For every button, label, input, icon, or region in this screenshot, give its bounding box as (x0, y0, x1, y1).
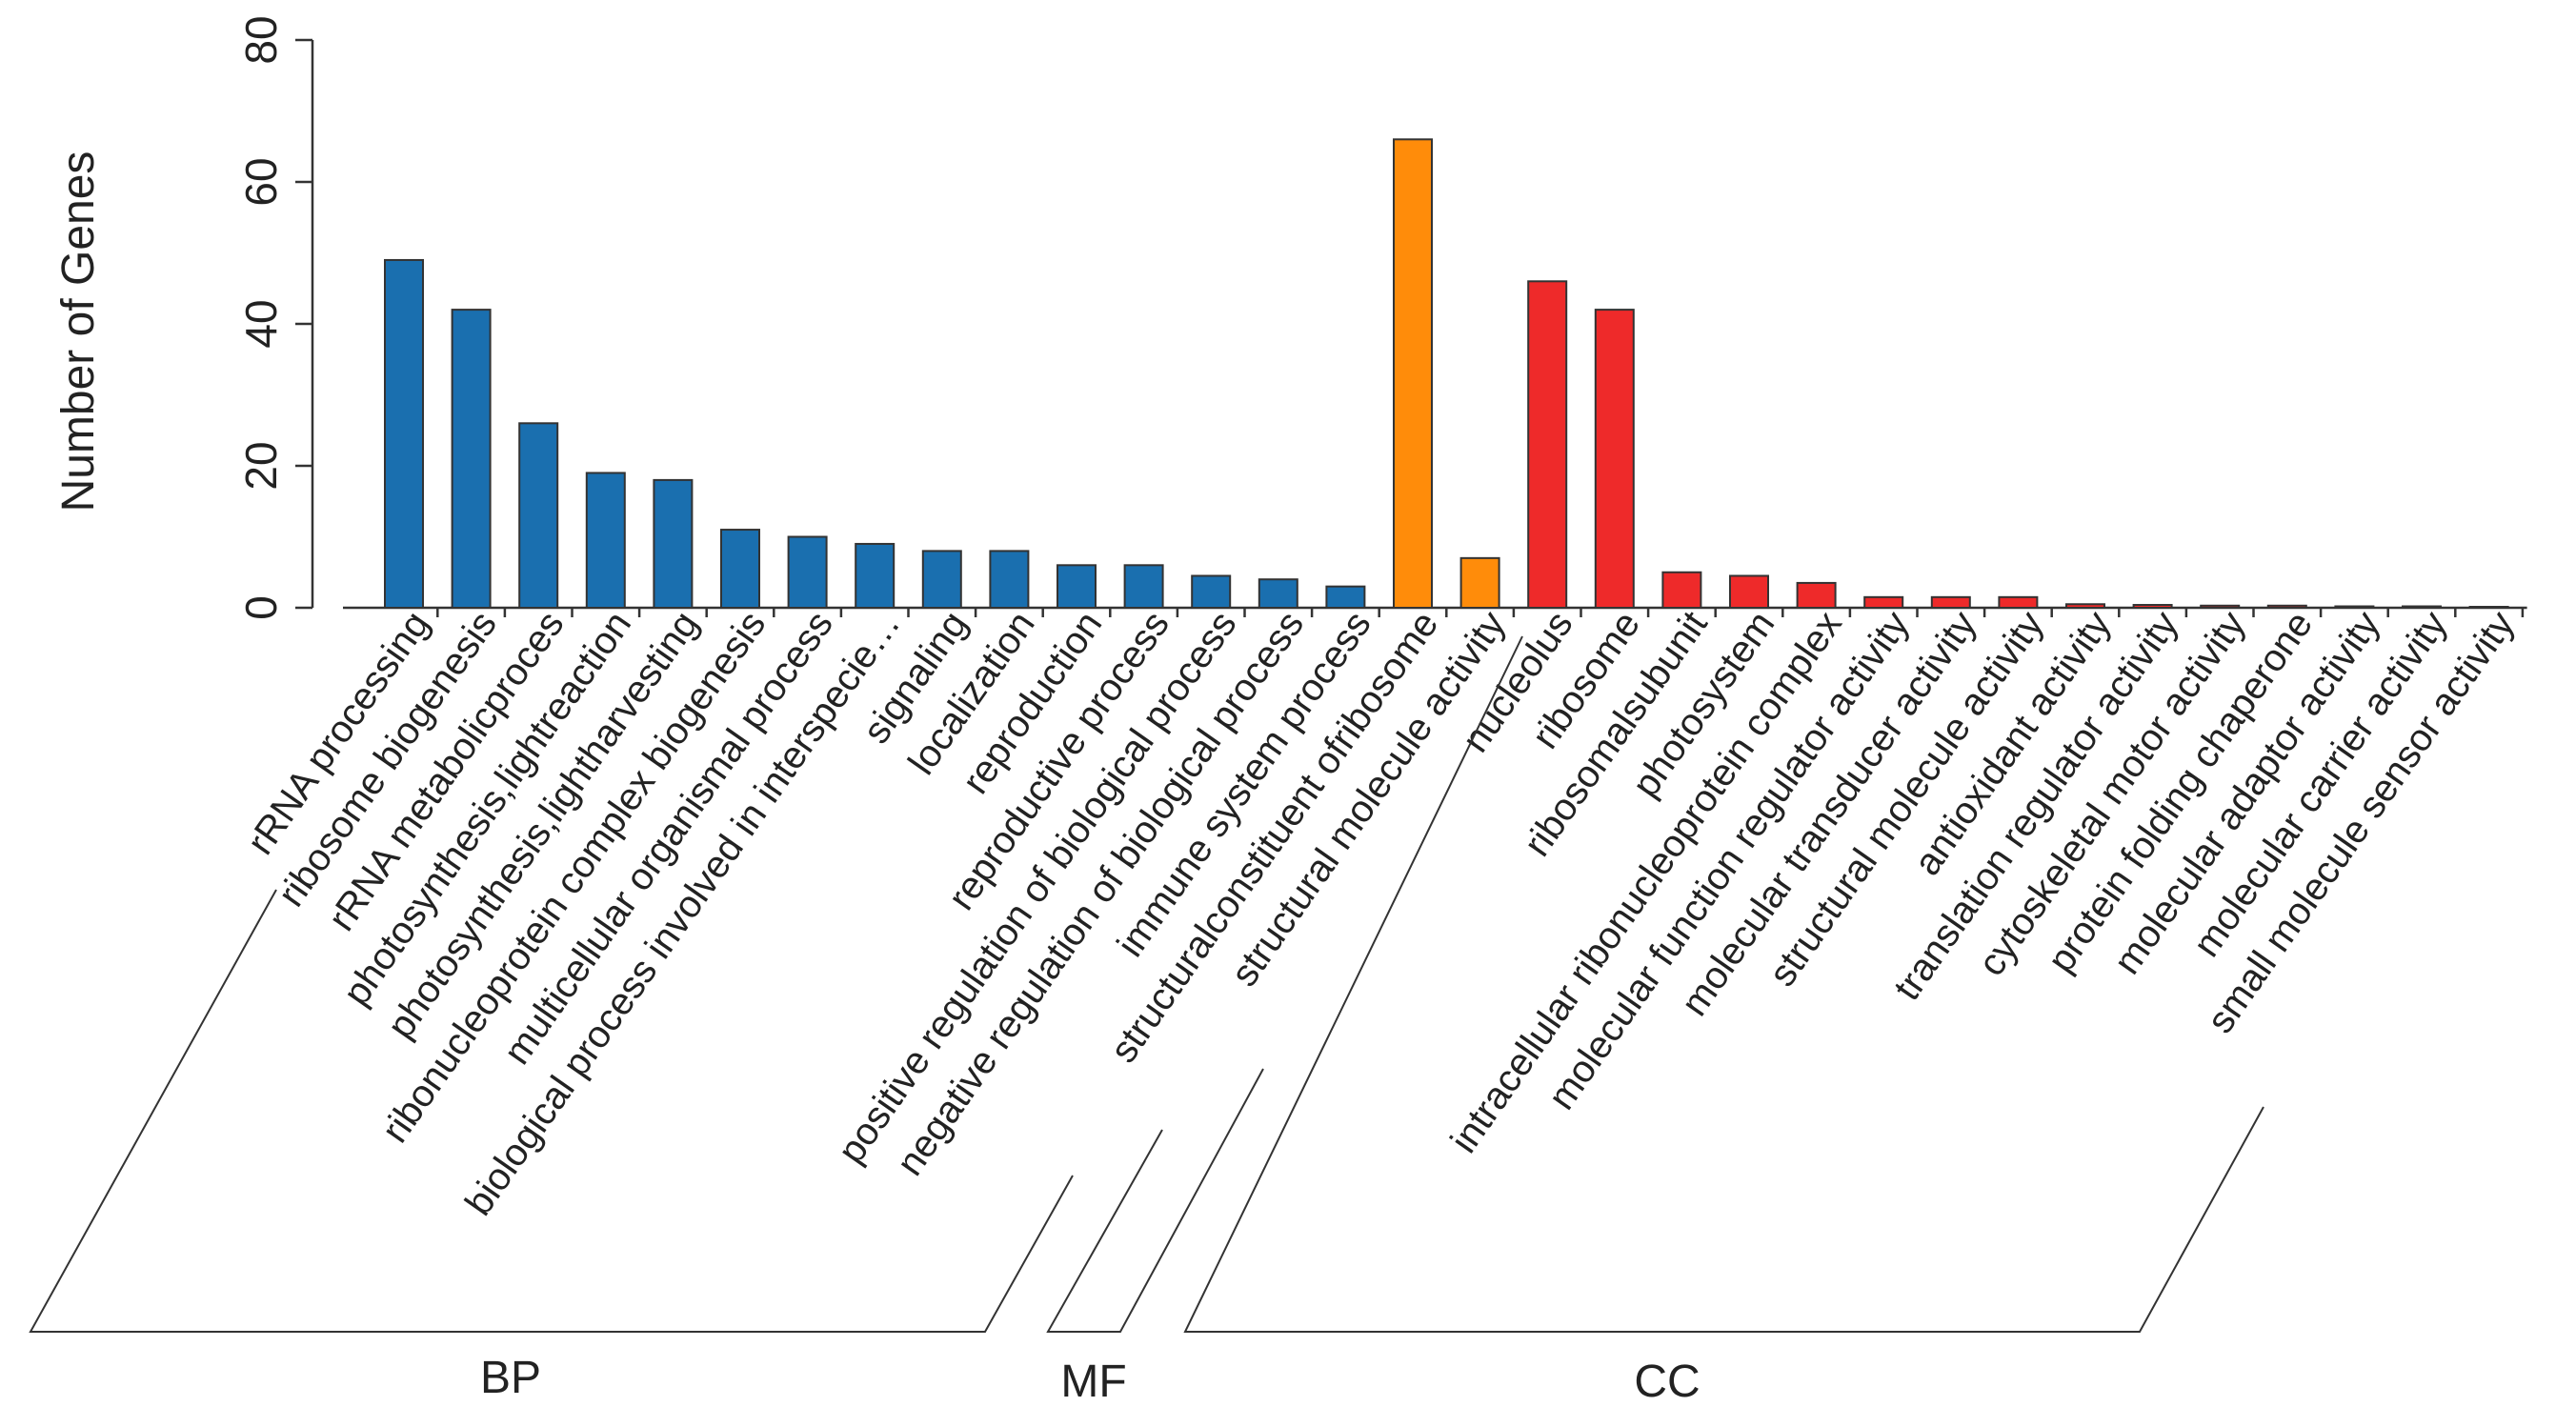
bar-bp (1258, 578, 1298, 610)
bar-cc (1661, 571, 1702, 609)
bar-bp (787, 535, 828, 609)
bar-bp (1325, 585, 1366, 610)
bar-bp (518, 422, 559, 609)
y-tick-label: 20 (236, 441, 286, 490)
bar-bp (921, 550, 962, 610)
bar-cc (1930, 595, 1971, 610)
bar-bp (653, 478, 694, 609)
bracket-cc (1183, 635, 2264, 1333)
bar-cc (2266, 604, 2307, 610)
group-label-cc: CC (1634, 1357, 1700, 1407)
bar-cc (2132, 604, 2173, 610)
bar-cc (1527, 280, 1568, 609)
bar-bp (720, 529, 760, 609)
bar-cc (2065, 603, 2105, 610)
bar-bp (1057, 564, 1097, 609)
group-brackets (29, 635, 2264, 1333)
bar-cc (1863, 595, 1904, 610)
group-label-mf: MF (1060, 1357, 1126, 1407)
bar-cc (1796, 581, 1837, 609)
bar-bp (989, 550, 1030, 610)
bar-mf (1459, 556, 1500, 609)
group-labels: BP MF CC (480, 1353, 1701, 1407)
bracket-bp (29, 889, 1074, 1333)
y-tick-label: 0 (236, 595, 286, 620)
bar-bp (384, 258, 424, 609)
group-label-bp: BP (480, 1353, 541, 1403)
y-axis-label: Number of Genes (53, 151, 104, 513)
bar-bp (1123, 564, 1164, 609)
bar-bp (855, 542, 896, 610)
bar-cc (1729, 574, 1769, 609)
y-tick-label: 60 (236, 157, 286, 206)
y-axis: 0 20 40 60 80 (236, 15, 314, 620)
bar-mf (1393, 138, 1433, 610)
bar-bp (1191, 574, 1232, 609)
bar-cc (1594, 309, 1635, 609)
bar-cc (2200, 604, 2241, 610)
bar-cc (1998, 595, 2039, 610)
bar-cc (2468, 606, 2509, 609)
bar-bp (585, 472, 626, 610)
bracket-mf (1046, 1068, 1264, 1333)
bar-bp (451, 309, 492, 609)
y-tick-label: 40 (236, 299, 286, 348)
bar-cc (2402, 605, 2442, 610)
y-tick-label: 80 (236, 15, 286, 64)
bars (384, 138, 2509, 610)
bar-cc (2334, 605, 2375, 610)
